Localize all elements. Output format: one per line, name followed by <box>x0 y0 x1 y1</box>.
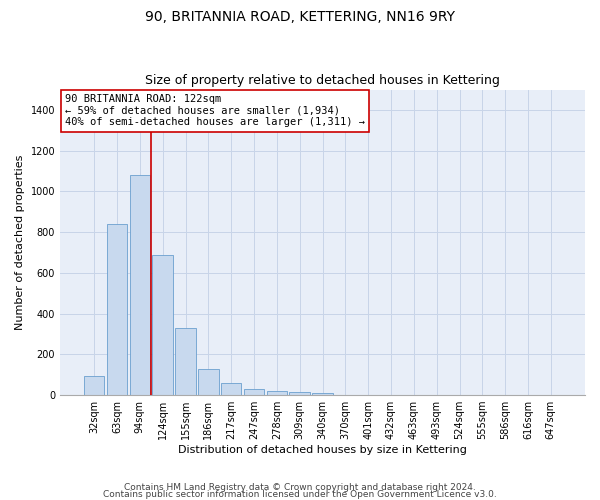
Bar <box>84 376 104 395</box>
Title: Size of property relative to detached houses in Kettering: Size of property relative to detached ho… <box>145 74 500 87</box>
Bar <box>289 392 310 395</box>
Bar <box>266 390 287 395</box>
Bar <box>312 394 333 395</box>
Bar <box>175 328 196 395</box>
Text: 90 BRITANNIA ROAD: 122sqm
← 59% of detached houses are smaller (1,934)
40% of se: 90 BRITANNIA ROAD: 122sqm ← 59% of detac… <box>65 94 365 128</box>
Bar <box>107 224 127 395</box>
Text: Contains public sector information licensed under the Open Government Licence v3: Contains public sector information licen… <box>103 490 497 499</box>
Bar <box>221 384 241 395</box>
Y-axis label: Number of detached properties: Number of detached properties <box>15 154 25 330</box>
Text: Contains HM Land Registry data © Crown copyright and database right 2024.: Contains HM Land Registry data © Crown c… <box>124 484 476 492</box>
Bar <box>198 368 218 395</box>
X-axis label: Distribution of detached houses by size in Kettering: Distribution of detached houses by size … <box>178 445 467 455</box>
Bar <box>130 175 150 395</box>
Bar <box>244 390 264 395</box>
Text: 90, BRITANNIA ROAD, KETTERING, NN16 9RY: 90, BRITANNIA ROAD, KETTERING, NN16 9RY <box>145 10 455 24</box>
Bar <box>152 254 173 395</box>
